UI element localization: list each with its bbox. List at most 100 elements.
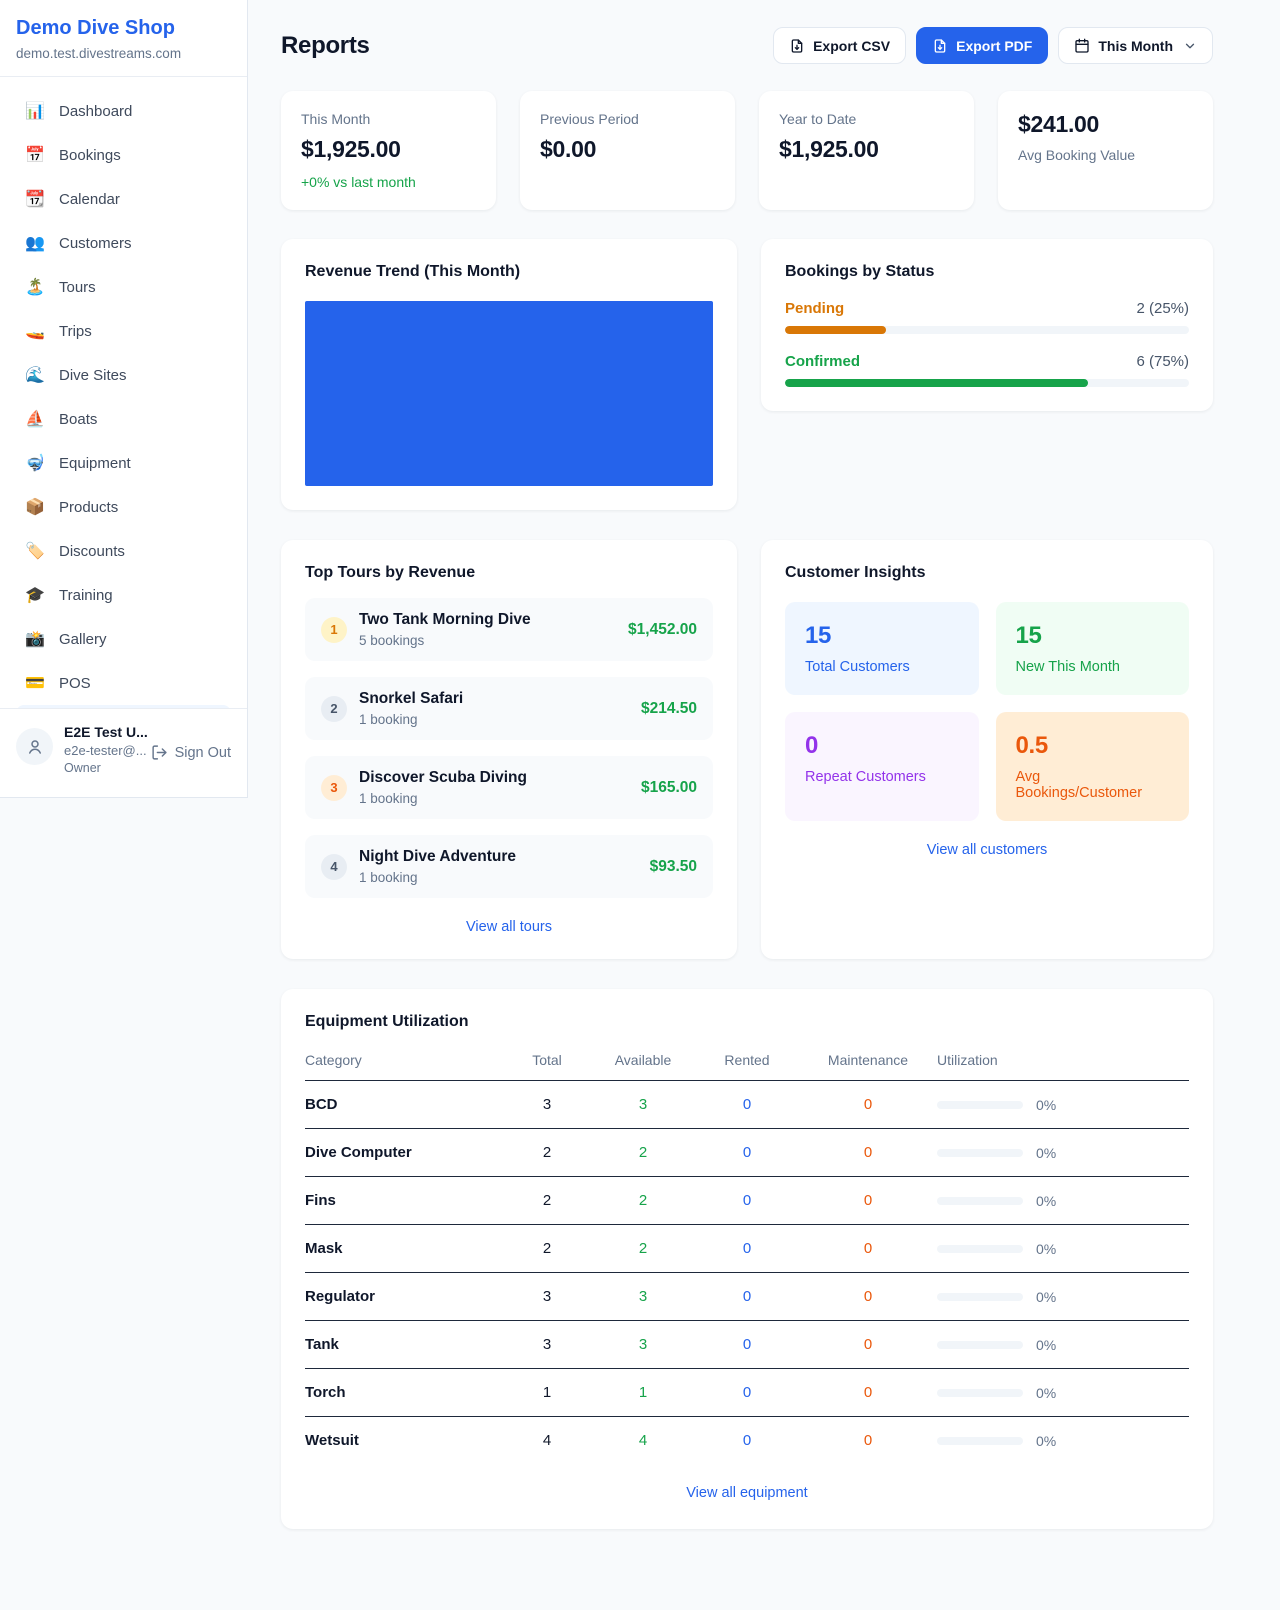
sign-out-button[interactable]: Sign Out (151, 744, 231, 761)
avatar (16, 728, 53, 765)
file-download-icon (932, 38, 948, 54)
column-header-available: Available (614, 1052, 672, 1068)
utilization-bar-track (937, 1244, 1023, 1253)
equipment-rented: 0 (742, 1096, 752, 1113)
user-email: e2e-tester@... (64, 743, 147, 758)
sidebar-item-equipment[interactable]: 🤿 Equipment (8, 441, 239, 485)
utilization-bar-track (937, 1100, 1023, 1109)
shop-domain: demo.test.divestreams.com (16, 46, 182, 61)
tour-bookings: 1 booking (359, 791, 418, 806)
equipment-maintenance: 0 (863, 1432, 873, 1449)
dashboard-icon: 📊 (25, 103, 45, 120)
sidebar-item-gallery[interactable]: 📸 Gallery (8, 617, 239, 661)
equipment-available: 3 (638, 1288, 648, 1305)
user-footer: E2E Test U... e2e-tester@... Owner Sign … (0, 708, 247, 797)
insight-value: 15 (1015, 622, 1042, 649)
stat-label: Avg Booking Value (1018, 147, 1136, 163)
top-tours-card: Top Tours by Revenue 1 Two Tank Morning … (281, 540, 737, 959)
sidebar-item-dashboard[interactable]: 📊 Dashboard (8, 89, 239, 133)
export-pdf-button[interactable]: Export PDF (916, 27, 1049, 64)
view-all-equipment-link[interactable]: View all equipment (686, 1485, 808, 1501)
page-title: Reports (281, 31, 370, 59)
island-icon: 🏝️ (25, 279, 45, 296)
column-header-rented: Rented (724, 1052, 770, 1068)
stat-label: Year to Date (779, 111, 857, 127)
customer-insights-card: Customer Insights 15 Total Customers 15 … (761, 540, 1213, 959)
sidebar-item-training[interactable]: 🎓 Training (8, 573, 239, 617)
user-name: E2E Test U... (64, 724, 148, 740)
insight-tiles: 15 Total Customers 15 New This Month 0 R… (785, 602, 1189, 821)
header-actions: Export CSV Export PDF This Month (773, 27, 1213, 64)
shop-name: Demo Dive Shop (16, 17, 175, 39)
sidebar-item-trips[interactable]: 🚤 Trips (8, 309, 239, 353)
chevron-down-icon (1183, 39, 1197, 53)
sidebar-item-discounts[interactable]: 🏷️ Discounts (8, 529, 239, 573)
tour-revenue: $93.50 (649, 857, 697, 875)
sidebar-item-label: Trips (59, 322, 92, 340)
view-all-tours-link[interactable]: View all tours (466, 919, 552, 935)
equipment-available: 2 (638, 1144, 648, 1161)
utilization-percent: 0% (1036, 1192, 1057, 1209)
sidebar-item-label: Products (59, 498, 119, 516)
sidebar-item-calendar[interactable]: 📆 Calendar (8, 177, 239, 221)
column-header-total: Total (532, 1052, 562, 1068)
equipment-total: 1 (542, 1384, 552, 1401)
sidebar-item-reports-partial[interactable] (16, 705, 231, 708)
utilization-percent: 0% (1036, 1432, 1057, 1449)
equipment-rented: 0 (742, 1240, 752, 1257)
page-header: Reports Export CSV Export PDF This Month (281, 27, 1213, 64)
insight-tile: 0.5 Avg Bookings/Customer (995, 712, 1189, 821)
person-icon (26, 738, 44, 756)
equipment-maintenance: 0 (863, 1384, 873, 1401)
status-value: 2 (25%) (1136, 300, 1189, 317)
status-bar-track (785, 326, 1189, 334)
sidebar-item-label: Calendar (59, 190, 120, 208)
insight-label: Avg Bookings/Customer (1015, 769, 1143, 801)
sidebar-item-tours[interactable]: 🏝️ Tours (8, 265, 239, 309)
rank-badge: 3 (321, 774, 347, 801)
sidebar-item-pos[interactable]: 💳 POS (8, 661, 239, 705)
sidebar-item-label: POS (59, 674, 91, 692)
tour-name: Discover Scuba Diving (359, 769, 527, 786)
status-bar-fill (785, 379, 1088, 387)
column-header-utilization: Utilization (937, 1052, 998, 1068)
utilization-percent: 0% (1036, 1336, 1057, 1353)
equipment-available: 3 (638, 1096, 648, 1113)
utilization-percent: 0% (1036, 1240, 1057, 1257)
utilization-percent: 0% (1036, 1384, 1057, 1401)
tour-bookings: 5 bookings (359, 633, 425, 648)
export-csv-label: Export CSV (813, 37, 891, 54)
equipment-utilization-cell: 0% (937, 1097, 1189, 1113)
revenue-trend-chart (305, 301, 713, 486)
equipment-table-row: Torch 1 1 0 0 0% (305, 1369, 1189, 1417)
equipment-total: 3 (542, 1096, 552, 1113)
calendar-icon (1074, 38, 1090, 54)
export-csv-button[interactable]: Export CSV (773, 27, 907, 64)
sidebar-item-dive-sites[interactable]: 🌊 Dive Sites (8, 353, 239, 397)
period-dropdown[interactable]: This Month (1058, 27, 1213, 64)
equipment-available: 4 (638, 1432, 648, 1449)
equipment-table-row: Dive Computer 2 2 0 0 0% (305, 1129, 1189, 1177)
sidebar-item-products[interactable]: 📦 Products (8, 485, 239, 529)
equipment-table-row: Wetsuit 4 4 0 0 0% (305, 1417, 1189, 1464)
sidebar-item-customers[interactable]: 👥 Customers (8, 221, 239, 265)
utilization-bar-track (937, 1388, 1023, 1397)
equipment-rented: 0 (742, 1432, 752, 1449)
utilization-bar-track (937, 1292, 1023, 1301)
view-all-customers-link[interactable]: View all customers (926, 842, 1048, 858)
column-header-category: Category (305, 1052, 362, 1068)
equipment-total: 4 (542, 1432, 552, 1449)
sidebar-item-bookings[interactable]: 📅 Bookings (8, 133, 239, 177)
equipment-available: 2 (638, 1192, 648, 1209)
equipment-category: BCD (305, 1096, 338, 1113)
stat-label: This Month (301, 111, 371, 127)
equipment-total: 2 (542, 1240, 552, 1257)
sidebar-item-label: Gallery (59, 630, 107, 648)
equipment-rented: 0 (742, 1192, 752, 1209)
sidebar-item-boats[interactable]: ⛵ Boats (8, 397, 239, 441)
stat-card: Avg Booking Value $241.00 (998, 91, 1213, 210)
rank-badge: 1 (321, 616, 347, 643)
utilization-bar-track (937, 1148, 1023, 1157)
equipment-rented: 0 (742, 1288, 752, 1305)
equipment-total: 2 (542, 1144, 552, 1161)
